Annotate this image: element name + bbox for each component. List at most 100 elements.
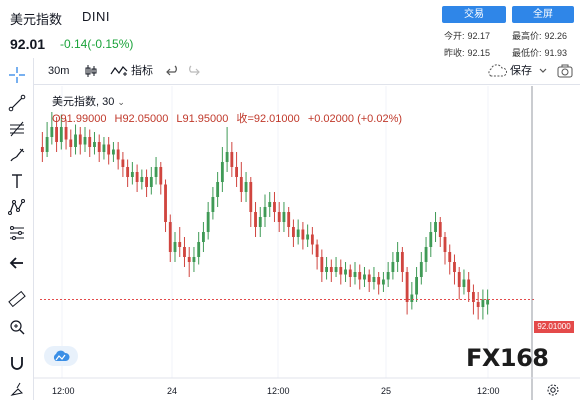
candle <box>159 162 163 195</box>
text-icon[interactable] <box>5 170 29 192</box>
candle <box>481 289 485 320</box>
quote-header: 美元指数 DINI 92.01 -0.14(-0.15%) 交易 全屏 今开: 9… <box>0 0 580 58</box>
candle-body <box>59 127 63 142</box>
candle <box>93 132 96 155</box>
candle <box>448 244 452 275</box>
candle <box>434 212 437 242</box>
candle <box>396 242 400 272</box>
measure-icon[interactable] <box>5 222 29 244</box>
candle-body <box>443 237 447 252</box>
open-stat: 今开: 92.17 <box>444 29 490 42</box>
candle <box>135 164 139 192</box>
candle-body <box>69 139 73 147</box>
chevron-down-icon[interactable] <box>538 63 548 80</box>
candle-body <box>45 137 49 152</box>
candle-body <box>434 222 437 232</box>
candle-body <box>254 212 257 227</box>
candle-body <box>339 267 343 275</box>
candle-body <box>130 172 134 177</box>
candle-body <box>97 142 101 152</box>
open-label: 今开: <box>444 31 465 41</box>
legend-close: 收=92.01000 <box>236 113 300 125</box>
candle <box>107 137 111 165</box>
crosshair-icon[interactable] <box>5 64 29 86</box>
high-label: 最高价: <box>512 31 542 41</box>
candle-body <box>258 217 262 227</box>
candle-type-icon[interactable] <box>84 63 98 80</box>
candle <box>121 152 125 177</box>
candle <box>424 237 428 272</box>
lock-icon[interactable] <box>5 378 29 400</box>
candle <box>273 192 276 222</box>
candle-body <box>292 227 295 237</box>
drawing-toolbar <box>0 58 34 400</box>
candle-body <box>74 134 77 147</box>
candle <box>467 272 471 302</box>
candle <box>344 262 347 282</box>
candle-body <box>112 149 115 155</box>
candle-body <box>173 242 177 252</box>
time-label-5: 12:00 <box>477 386 500 396</box>
candle <box>415 267 418 302</box>
candle-body <box>202 232 205 242</box>
candle <box>325 257 328 280</box>
candle-body <box>315 244 319 257</box>
candle <box>268 192 272 217</box>
candle <box>225 127 229 172</box>
trade-button[interactable]: 交易 <box>442 6 506 23</box>
brush-icon[interactable] <box>5 144 29 166</box>
open-value: 92.17 <box>467 31 491 41</box>
pattern-icon[interactable] <box>5 196 29 218</box>
time-label-1: 12:00 <box>52 386 75 396</box>
candle-body <box>329 267 333 272</box>
candle-body <box>145 177 148 187</box>
cloud-save-icon[interactable] <box>486 63 508 80</box>
candle <box>220 147 224 192</box>
candle-body <box>287 212 291 227</box>
candle-body <box>358 272 362 280</box>
interval-selector[interactable]: 30m <box>48 65 70 77</box>
candle <box>97 134 101 162</box>
back-arrow-icon[interactable] <box>5 252 29 274</box>
undo-icon[interactable] <box>166 63 180 80</box>
camera-icon[interactable] <box>556 63 574 80</box>
candle <box>457 267 461 300</box>
candle <box>377 272 381 295</box>
trendline-icon[interactable] <box>5 92 29 114</box>
indicators-button[interactable]: 指标 <box>131 65 153 77</box>
legend-change: +0.02000 (+0.02%) <box>307 113 403 125</box>
save-button[interactable]: 保存 <box>510 65 532 77</box>
cloud-icon[interactable] <box>44 346 78 366</box>
candle <box>145 169 148 197</box>
candle-body <box>282 212 286 222</box>
magnet-icon[interactable] <box>5 352 29 374</box>
ruler-icon[interactable] <box>5 288 29 310</box>
fib-icon[interactable] <box>5 118 29 140</box>
legend-chevron-icon[interactable]: ⌄ <box>117 97 125 107</box>
candle-body <box>88 137 92 147</box>
candle-body <box>206 212 210 232</box>
candle-body <box>107 144 111 155</box>
gear-icon[interactable] <box>546 383 560 397</box>
candle <box>239 162 243 202</box>
candle-body <box>249 182 253 212</box>
candle-body <box>486 299 490 305</box>
candle <box>320 249 324 282</box>
candle <box>192 247 196 272</box>
candle-body <box>40 147 44 152</box>
legend-open: O91.99000 <box>52 113 107 125</box>
high-stat: 最高价: 92.26 <box>512 29 567 42</box>
candle-body <box>116 149 120 160</box>
candle-body <box>187 257 191 262</box>
candle-body <box>268 202 272 207</box>
zoom-icon[interactable] <box>5 316 29 338</box>
redo-icon[interactable] <box>186 63 200 80</box>
candle <box>391 252 395 280</box>
fullscreen-button[interactable]: 全屏 <box>512 6 574 23</box>
candle-body <box>306 234 310 240</box>
candle <box>244 172 248 202</box>
low-stat: 最低价: 91.93 <box>512 46 567 59</box>
legend-low: L91.95000 <box>176 113 229 125</box>
candle-body <box>438 222 442 237</box>
